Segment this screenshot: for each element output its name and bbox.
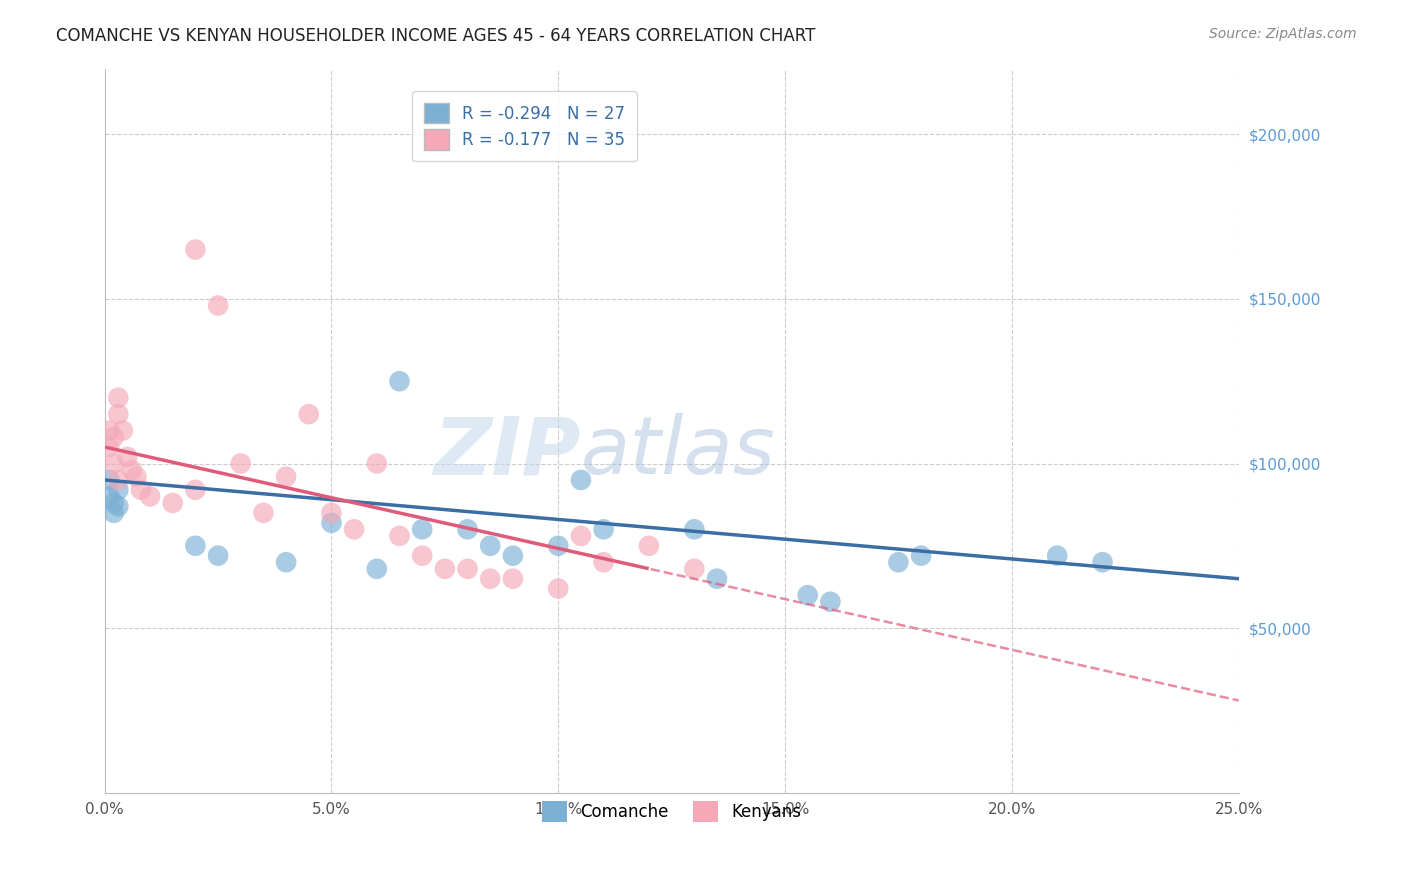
Kenyans (457, 562, 479, 576)
Kenyans (103, 457, 125, 471)
Comanche (706, 572, 728, 586)
Kenyans (433, 562, 456, 576)
Comanche (502, 549, 524, 563)
Comanche (569, 473, 592, 487)
Kenyans (121, 463, 143, 477)
Kenyans (117, 450, 139, 464)
Kenyans (103, 430, 125, 444)
Kenyans (366, 457, 388, 471)
Kenyans (321, 506, 343, 520)
Legend: Comanche, Kenyans: Comanche, Kenyans (529, 788, 815, 835)
Text: atlas: atlas (581, 413, 776, 491)
Kenyans (479, 572, 502, 586)
Kenyans (229, 457, 252, 471)
Comanche (411, 522, 433, 536)
Kenyans (107, 391, 129, 405)
Kenyans (388, 529, 411, 543)
Kenyans (184, 243, 207, 257)
Comanche (207, 549, 229, 563)
Kenyans (162, 496, 184, 510)
Comanche (592, 522, 614, 536)
Comanche (479, 539, 502, 553)
Kenyans (274, 469, 297, 483)
Text: ZIP: ZIP (433, 413, 581, 491)
Comanche (820, 595, 842, 609)
Kenyans (98, 440, 121, 454)
Kenyans (107, 473, 129, 487)
Kenyans (592, 555, 614, 569)
Kenyans (129, 483, 152, 497)
Kenyans (125, 469, 148, 483)
Comanche (910, 549, 932, 563)
Kenyans (411, 549, 433, 563)
Comanche (796, 588, 818, 602)
Kenyans (638, 539, 661, 553)
Comanche (683, 522, 706, 536)
Kenyans (252, 506, 274, 520)
Kenyans (343, 522, 366, 536)
Text: Source: ZipAtlas.com: Source: ZipAtlas.com (1209, 27, 1357, 41)
Comanche (547, 539, 569, 553)
Comanche (366, 562, 388, 576)
Text: COMANCHE VS KENYAN HOUSEHOLDER INCOME AGES 45 - 64 YEARS CORRELATION CHART: COMANCHE VS KENYAN HOUSEHOLDER INCOME AG… (56, 27, 815, 45)
Kenyans (111, 424, 134, 438)
Kenyans (298, 407, 321, 421)
Comanche (103, 496, 125, 510)
Comanche (184, 539, 207, 553)
Comanche (274, 555, 297, 569)
Comanche (103, 506, 125, 520)
Kenyans (569, 529, 592, 543)
Comanche (98, 473, 121, 487)
Kenyans (502, 572, 524, 586)
Kenyans (547, 582, 569, 596)
Comanche (457, 522, 479, 536)
Kenyans (98, 424, 121, 438)
Comanche (1091, 555, 1114, 569)
Comanche (887, 555, 910, 569)
Comanche (98, 490, 121, 504)
Kenyans (683, 562, 706, 576)
Comanche (107, 483, 129, 497)
Kenyans (184, 483, 207, 497)
Comanche (107, 500, 129, 514)
Comanche (321, 516, 343, 530)
Kenyans (207, 298, 229, 312)
Comanche (388, 374, 411, 388)
Kenyans (139, 490, 162, 504)
Kenyans (107, 407, 129, 421)
Comanche (1046, 549, 1069, 563)
